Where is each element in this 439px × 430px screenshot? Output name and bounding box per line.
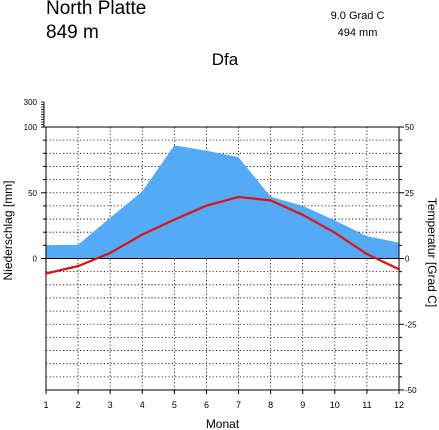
station-name: North Platte	[46, 0, 147, 19]
right-tick-label: -25	[405, 320, 417, 329]
temperature-point	[397, 268, 401, 271]
right-tick-label: 50	[405, 123, 414, 132]
x-tick-label: 7	[236, 400, 241, 410]
temperature-point	[44, 272, 48, 275]
temperature-point	[237, 195, 240, 199]
grid-lines	[46, 127, 399, 390]
x-axis-label: Monat	[206, 417, 240, 430]
x-tick-label: 6	[204, 400, 209, 410]
x-tick-label: 4	[140, 400, 145, 410]
temperature-point	[173, 218, 176, 221]
x-tick-label: 1	[43, 400, 48, 410]
temperature-point	[205, 204, 208, 207]
x-tick-label: 11	[362, 400, 371, 410]
x-tick-label: 12	[394, 400, 404, 410]
x-tick-label: 3	[108, 400, 113, 410]
temperature-point	[141, 233, 144, 236]
y-axis-label-left: Niederschlag [mm]	[1, 180, 15, 280]
right-tick-label: 25	[405, 189, 414, 198]
left-tick-label: 100	[24, 123, 38, 132]
climate-classification: Dfa	[211, 50, 239, 69]
left-tick-label: 300	[24, 98, 38, 107]
x-tick-label: 9	[300, 400, 305, 410]
x-tick-label: 2	[76, 400, 81, 410]
temperature-point	[301, 213, 304, 216]
x-tick-label: 10	[330, 400, 340, 410]
temperature-point	[76, 265, 80, 268]
station-elevation: 849 m	[46, 22, 99, 43]
annual-mean-temperature: 9.0 Grad C	[330, 10, 385, 22]
annual-precipitation: 494 mm	[337, 27, 378, 39]
left-tick-label: 50	[28, 189, 37, 198]
left-tick-label: 0	[33, 255, 38, 264]
x-tick-label: 8	[268, 400, 273, 410]
temperature-point	[269, 199, 272, 202]
right-tick-label: 0	[405, 255, 410, 264]
temperature-point	[109, 251, 112, 255]
temperature-line	[45, 195, 400, 275]
x-tick-label: 5	[172, 400, 177, 410]
temperature-point	[333, 231, 336, 234]
y-axis-label-right: Temperatur [Grad C]	[425, 198, 439, 307]
right-tick-label: -50	[405, 386, 417, 395]
temperature-point	[365, 252, 369, 256]
